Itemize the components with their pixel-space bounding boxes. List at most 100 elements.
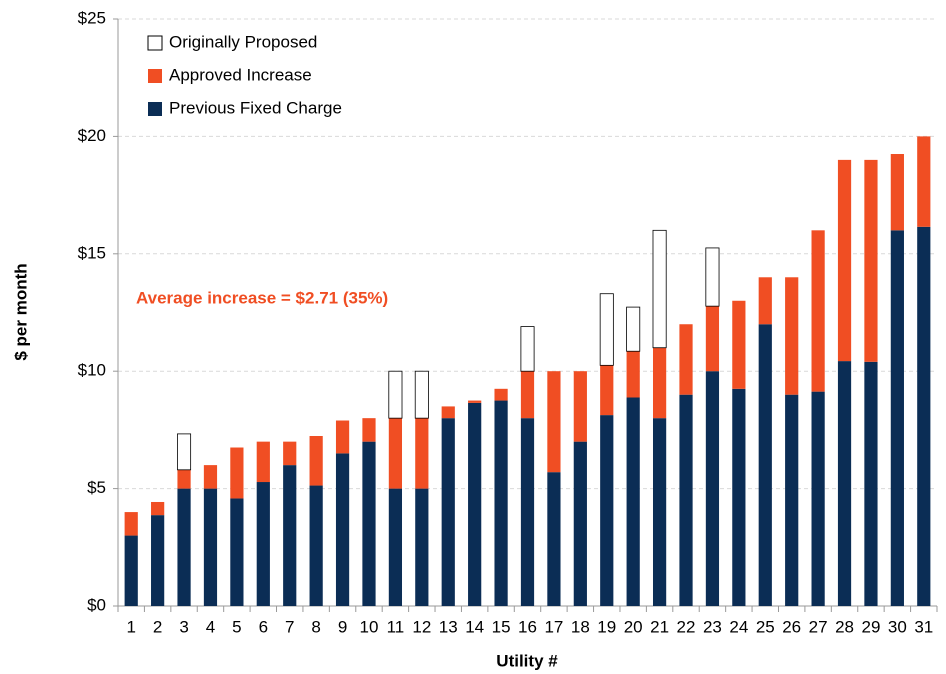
bar-segment bbox=[573, 371, 587, 442]
bar-segment bbox=[917, 136, 931, 227]
bar-segment bbox=[732, 300, 746, 389]
x-tick-label: 20 bbox=[624, 617, 643, 636]
legend-swatch bbox=[147, 35, 163, 51]
bar-segment bbox=[547, 371, 561, 473]
bar-segment bbox=[177, 469, 191, 489]
bar-segment bbox=[203, 465, 218, 489]
x-tick-label: 14 bbox=[465, 617, 484, 636]
bar-segment bbox=[256, 441, 270, 483]
bar-segment bbox=[177, 488, 191, 606]
annotation: Average increase = $2.71 (35%) bbox=[136, 288, 388, 307]
bar-segment bbox=[124, 535, 138, 606]
bar-segment bbox=[151, 515, 165, 606]
x-tick-label: 30 bbox=[888, 617, 907, 636]
bar-segment bbox=[441, 406, 455, 419]
x-tick-label: 26 bbox=[782, 617, 801, 636]
x-tick-label: 13 bbox=[439, 617, 458, 636]
x-tick-label: 2 bbox=[153, 617, 162, 636]
bar-segment bbox=[230, 447, 244, 499]
y-tick-label: $20 bbox=[78, 126, 106, 145]
bar-segment bbox=[626, 351, 640, 398]
bar-segment bbox=[758, 277, 772, 325]
x-tick-label: 15 bbox=[492, 617, 511, 636]
x-tick-label: 22 bbox=[677, 617, 696, 636]
bar-segment bbox=[388, 418, 403, 489]
bar-segment bbox=[494, 388, 508, 401]
bar-segment bbox=[362, 418, 376, 442]
bar-segment bbox=[837, 159, 852, 362]
x-tick-label: 10 bbox=[360, 617, 379, 636]
x-tick-label: 24 bbox=[729, 617, 748, 636]
bar-segment bbox=[415, 488, 429, 606]
x-tick-label: 28 bbox=[835, 617, 854, 636]
y-tick-label: $15 bbox=[78, 243, 106, 262]
x-tick-label: 5 bbox=[232, 617, 241, 636]
bar-segment bbox=[705, 306, 720, 372]
bar-segment bbox=[520, 326, 535, 372]
bar-segment bbox=[309, 436, 323, 486]
bar-segment bbox=[283, 441, 297, 466]
bar-segment bbox=[520, 371, 535, 419]
bar-segment bbox=[230, 498, 244, 606]
x-tick-label: 4 bbox=[206, 617, 215, 636]
bar-segment bbox=[256, 482, 270, 606]
bar-segment bbox=[415, 418, 429, 489]
x-tick-label: 27 bbox=[809, 617, 828, 636]
legend-label: Originally Proposed bbox=[169, 32, 317, 51]
bar-segment bbox=[388, 488, 403, 606]
bar-segment bbox=[652, 347, 667, 419]
bar-segment bbox=[520, 418, 535, 606]
bar-segment bbox=[890, 154, 904, 231]
bar-segment bbox=[441, 418, 455, 606]
x-axis-label: Utility # bbox=[496, 651, 558, 670]
legend-swatch bbox=[148, 102, 162, 116]
bar-segment bbox=[864, 159, 878, 362]
bar-segment bbox=[811, 391, 825, 606]
y-tick-label: $0 bbox=[87, 595, 106, 614]
bar-segment bbox=[335, 453, 350, 606]
bar-segment bbox=[626, 306, 641, 352]
bar-segment bbox=[468, 400, 482, 403]
bar-segment bbox=[732, 388, 746, 606]
x-tick-label: 1 bbox=[126, 617, 135, 636]
bar-segment bbox=[362, 441, 376, 606]
bar-segment bbox=[785, 394, 799, 606]
bar-segment bbox=[573, 441, 587, 606]
bar-segment bbox=[177, 433, 192, 471]
bar-segment bbox=[679, 324, 693, 395]
x-tick-label: 29 bbox=[861, 617, 880, 636]
bar-segment bbox=[890, 230, 904, 606]
x-tick-label: 12 bbox=[412, 617, 431, 636]
bar-segment bbox=[811, 230, 825, 392]
x-tick-label: 7 bbox=[285, 617, 294, 636]
x-tick-label: 23 bbox=[703, 617, 722, 636]
x-tick-label: 19 bbox=[597, 617, 616, 636]
bar-segment bbox=[283, 465, 297, 606]
x-tick-label: 21 bbox=[650, 617, 669, 636]
bar-segment bbox=[785, 277, 799, 395]
bar-segment bbox=[599, 293, 614, 366]
y-tick-label: $25 bbox=[78, 8, 106, 27]
x-tick-label: 31 bbox=[914, 617, 933, 636]
legend-label: Previous Fixed Charge bbox=[169, 98, 342, 117]
x-tick-label: 25 bbox=[756, 617, 775, 636]
y-axis-label: $ per month bbox=[11, 263, 30, 360]
bar-segment bbox=[705, 247, 720, 307]
bar-segment bbox=[864, 361, 878, 606]
bar-segment bbox=[468, 402, 482, 606]
bar-segment bbox=[151, 501, 165, 516]
bar-segment bbox=[414, 370, 429, 419]
x-tick-label: 11 bbox=[387, 617, 405, 636]
bar-segment bbox=[335, 420, 350, 454]
legend-label: Approved Increase bbox=[169, 65, 312, 84]
x-tick-label: 18 bbox=[571, 617, 590, 636]
bar-segment bbox=[600, 415, 614, 606]
bar-segment bbox=[837, 361, 852, 606]
bar-segment bbox=[917, 226, 931, 606]
y-tick-label: $10 bbox=[78, 361, 106, 380]
x-tick-label: 17 bbox=[544, 617, 563, 636]
bar-segment bbox=[494, 400, 508, 606]
bar-segment bbox=[652, 418, 667, 606]
x-tick-label: 8 bbox=[311, 617, 320, 636]
